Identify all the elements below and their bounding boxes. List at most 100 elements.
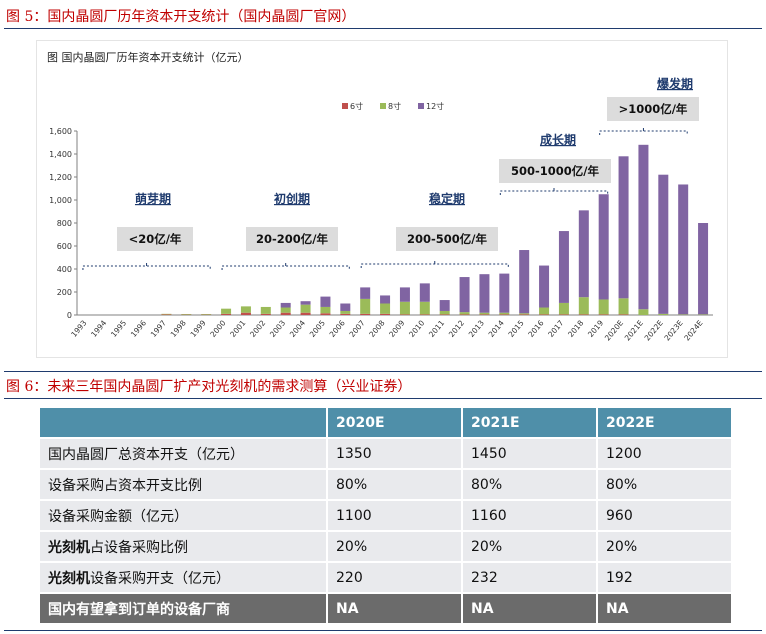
bar-segment-12寸: [320, 296, 331, 307]
phase-title: 成长期: [540, 132, 576, 147]
bar-segment-12寸: [459, 277, 470, 313]
y-tick-label: 400: [57, 265, 72, 274]
bar-segment-12寸: [280, 302, 291, 308]
bar-segment-8寸: [479, 312, 490, 315]
bar-segment-8寸: [161, 313, 172, 315]
bar-segment-6寸: [320, 313, 331, 315]
y-tick-label: 1,000: [49, 196, 72, 205]
range-box: [246, 227, 338, 251]
table-row: 国内有望拿到订单的设备厂商 NA NA NA: [40, 592, 733, 623]
bar-segment-6寸: [578, 314, 589, 315]
bar-segment-6寸: [380, 313, 391, 315]
table-row: 光刻机占设备采购比例 20% 20% 20%: [40, 530, 733, 562]
cell-value: 1100: [327, 499, 463, 531]
x-tick-label: 1995: [109, 318, 128, 339]
bar-segment-8寸: [201, 314, 212, 315]
bar-segment-12寸: [479, 274, 490, 313]
range-box: [396, 227, 498, 251]
row-label: 设备采购占资本开支比例: [40, 468, 328, 500]
cell-value: NA: [597, 592, 733, 623]
bar-segment-6寸: [479, 314, 490, 315]
x-tick-label: 2015: [507, 318, 526, 339]
y-tick-label: 800: [57, 219, 72, 228]
chart-title: 图 国内晶圆厂历年资本开支统计（亿元）: [47, 51, 249, 64]
x-tick-label: 2017: [546, 318, 565, 339]
row-label: 光刻机设备采购开支（亿元）: [40, 561, 328, 593]
table-header-2022e: 2022E: [597, 408, 733, 438]
x-tick-label: 2013: [467, 318, 486, 339]
y-tick-label: 0: [67, 311, 72, 320]
bar-segment-6寸: [221, 313, 232, 315]
row-label-rest: 占设备采购比例: [90, 539, 188, 556]
phase-title: 萌芽期: [135, 191, 171, 206]
bar-segment-8寸: [300, 304, 311, 313]
bar-segment-12寸: [340, 303, 351, 311]
x-tick-label: 2020E: [603, 318, 625, 342]
bar-segment-12寸: [360, 287, 371, 299]
x-tick-label: 2003: [268, 318, 287, 339]
x-tick-label: 2018: [566, 318, 585, 339]
phase-title: 初创期: [274, 191, 310, 206]
cell-value: 220: [327, 561, 463, 593]
bar-segment-6寸: [260, 313, 271, 315]
phase-range-bracket: [82, 265, 211, 270]
y-tick-label: 1,600: [49, 127, 72, 136]
bar-segment-12寸: [658, 174, 669, 314]
cell-value: 80%: [327, 468, 463, 500]
bar-segment-6寸: [161, 314, 172, 315]
cell-value: 20%: [462, 530, 598, 562]
bar-segment-8寸: [678, 314, 689, 315]
row-label: 光刻机占设备采购比例: [40, 530, 328, 562]
figure-6-bottom-rule: [4, 630, 762, 631]
figure-6-caption: 图 6：未来三年国内晶圆厂扩产对光刻机的需求测算（兴业证券）: [6, 379, 412, 395]
bar-segment-8寸: [658, 313, 669, 315]
x-tick-label: 2024E: [682, 318, 704, 342]
cell-value: 960: [597, 499, 733, 531]
bar-segment-6寸: [240, 312, 251, 315]
y-tick-label: 200: [57, 288, 72, 297]
bar-segment-12寸: [499, 273, 510, 313]
range-label: 500-1000亿/年: [511, 164, 599, 178]
range-box: [117, 227, 193, 251]
x-tick-label: 1996: [129, 318, 148, 339]
x-tick-label: 1999: [189, 318, 208, 339]
capex-chart: 图 国内晶圆厂历年资本开支统计（亿元） 0 200 400 600 800 1,000 1,…: [36, 40, 728, 358]
phase-range-bracket: [360, 263, 509, 268]
cell-value: 80%: [597, 468, 733, 500]
range-label: 20-200亿/年: [256, 232, 328, 246]
bar-segment-6寸: [539, 314, 550, 315]
bar-segment-6寸: [598, 314, 609, 315]
caption-underline: [4, 28, 762, 29]
legend-swatch: [342, 103, 348, 109]
bar-segment-8寸: [539, 307, 550, 315]
figure-6-caption-underline: [4, 398, 762, 399]
cell-value: 1160: [462, 499, 598, 531]
bar-segment-8寸: [221, 308, 232, 314]
x-tick-label: 1994: [89, 318, 108, 339]
bar-segment-12寸: [698, 223, 709, 315]
bar-segment-12寸: [519, 250, 530, 314]
x-tick-label: 1993: [69, 318, 88, 339]
bar-segment-12寸: [419, 283, 430, 302]
bar-segment-12寸: [380, 295, 391, 304]
bar-segment-8寸: [320, 306, 331, 314]
cell-value: 1450: [462, 437, 598, 469]
bar-segment-8寸: [181, 314, 192, 315]
bar-segment-8寸: [380, 303, 391, 314]
phase-range-bracket: [499, 190, 609, 195]
table-header-row: 2020E 2021E 2022E: [40, 408, 733, 438]
bar-segment-12寸: [578, 210, 589, 298]
bar-segment-12寸: [618, 156, 629, 299]
y-tick-label: 1,400: [49, 150, 72, 159]
bar-segment-8寸: [638, 309, 649, 315]
bar-segment-8寸: [459, 312, 470, 315]
cell-value: 20%: [327, 530, 463, 562]
bar-segment-6寸: [300, 312, 311, 315]
bar-segment-12寸: [399, 287, 410, 302]
x-tick-label: 2008: [367, 318, 386, 339]
bar-segment-6寸: [280, 312, 291, 315]
bar-segment-6寸: [399, 314, 410, 315]
phase-title: 稳定期: [429, 191, 465, 206]
cell-value: 1350: [327, 437, 463, 469]
bar-segment-6寸: [459, 314, 470, 315]
